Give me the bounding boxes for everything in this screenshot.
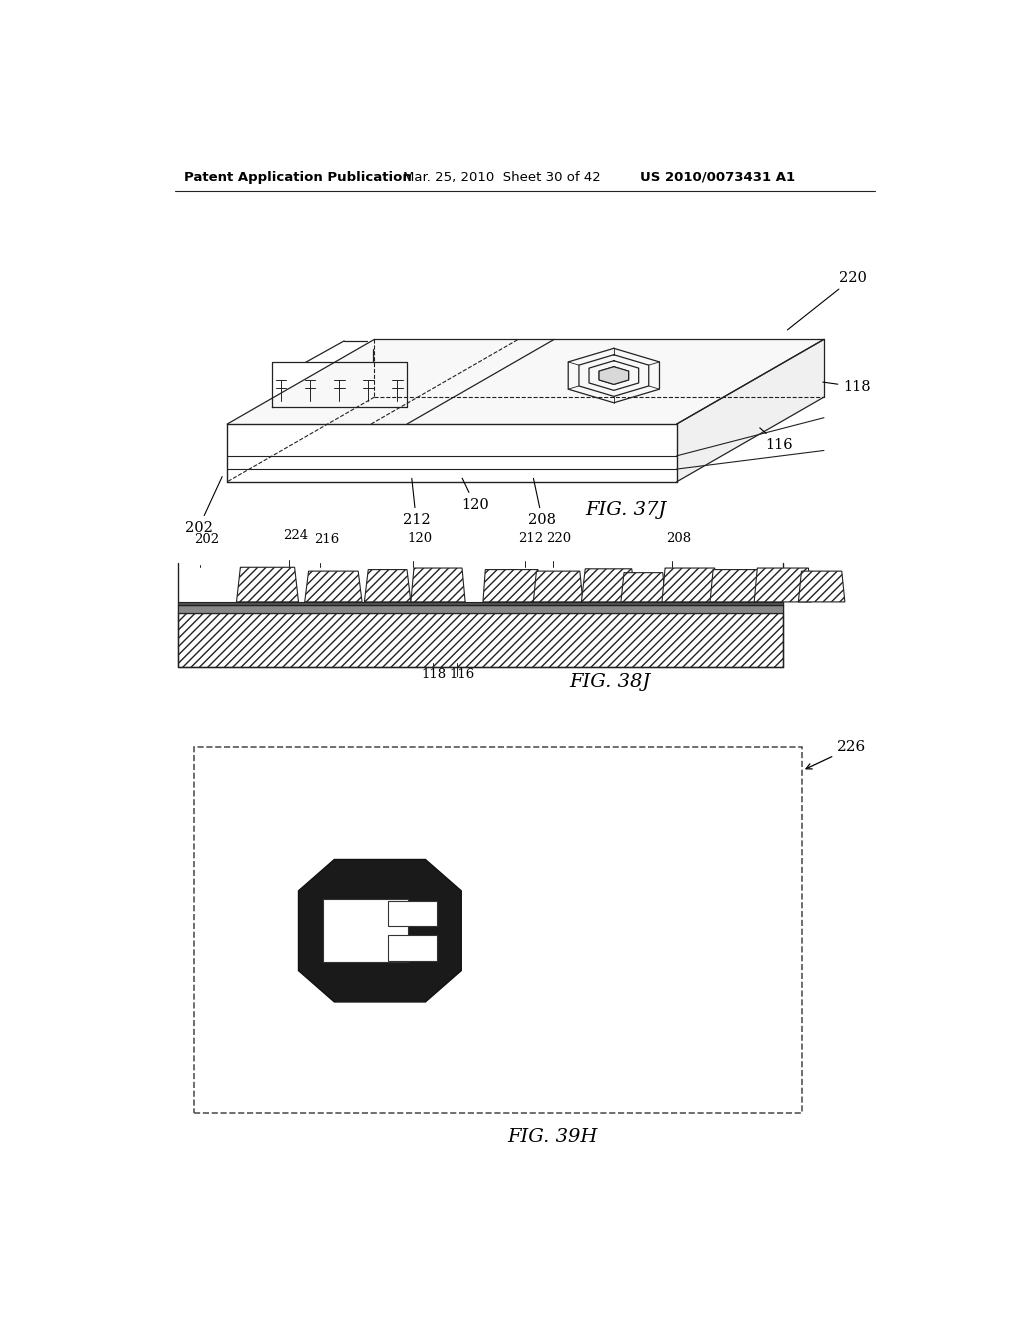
Text: 202: 202 (194, 533, 219, 546)
Polygon shape (621, 573, 666, 602)
Text: FIG. 37J: FIG. 37J (586, 500, 667, 519)
Text: 116: 116 (760, 428, 793, 451)
Text: 212: 212 (518, 532, 544, 545)
Polygon shape (483, 570, 541, 602)
Text: Patent Application Publication: Patent Application Publication (183, 170, 412, 183)
Text: FIG. 38J: FIG. 38J (569, 673, 651, 692)
Polygon shape (799, 572, 845, 602)
Text: FIG. 39H: FIG. 39H (508, 1129, 598, 1147)
Text: 120: 120 (407, 532, 432, 545)
Text: 202: 202 (184, 477, 222, 535)
Text: US 2010/0073431 A1: US 2010/0073431 A1 (640, 170, 795, 183)
Bar (194, 747, 802, 1113)
Text: 220: 220 (547, 532, 571, 545)
Polygon shape (662, 568, 718, 602)
Bar (388, 900, 437, 927)
Text: 116: 116 (450, 668, 475, 681)
Polygon shape (305, 572, 362, 602)
Polygon shape (534, 572, 583, 602)
Polygon shape (411, 568, 465, 602)
Polygon shape (365, 570, 411, 602)
Text: 120: 120 (461, 478, 488, 512)
Polygon shape (227, 424, 677, 482)
Text: 118: 118 (823, 380, 871, 393)
Polygon shape (755, 568, 812, 602)
Polygon shape (710, 570, 763, 602)
Bar (178, 605, 783, 612)
Polygon shape (677, 339, 824, 482)
Text: Mar. 25, 2010  Sheet 30 of 42: Mar. 25, 2010 Sheet 30 of 42 (403, 170, 601, 183)
Text: 226: 226 (806, 741, 866, 770)
FancyBboxPatch shape (323, 899, 408, 962)
Bar (388, 935, 437, 961)
Bar (178, 612, 783, 667)
Text: 208: 208 (528, 478, 556, 527)
Text: 208: 208 (666, 532, 691, 545)
Polygon shape (582, 569, 636, 602)
Text: 224: 224 (283, 529, 308, 541)
Polygon shape (227, 339, 824, 424)
Text: 212: 212 (402, 478, 430, 527)
Polygon shape (599, 367, 629, 384)
Text: 118: 118 (421, 668, 446, 681)
Text: 220: 220 (787, 271, 867, 330)
Bar (178, 602, 783, 605)
Polygon shape (237, 568, 299, 602)
Polygon shape (299, 859, 461, 1002)
Text: 216: 216 (314, 533, 339, 546)
